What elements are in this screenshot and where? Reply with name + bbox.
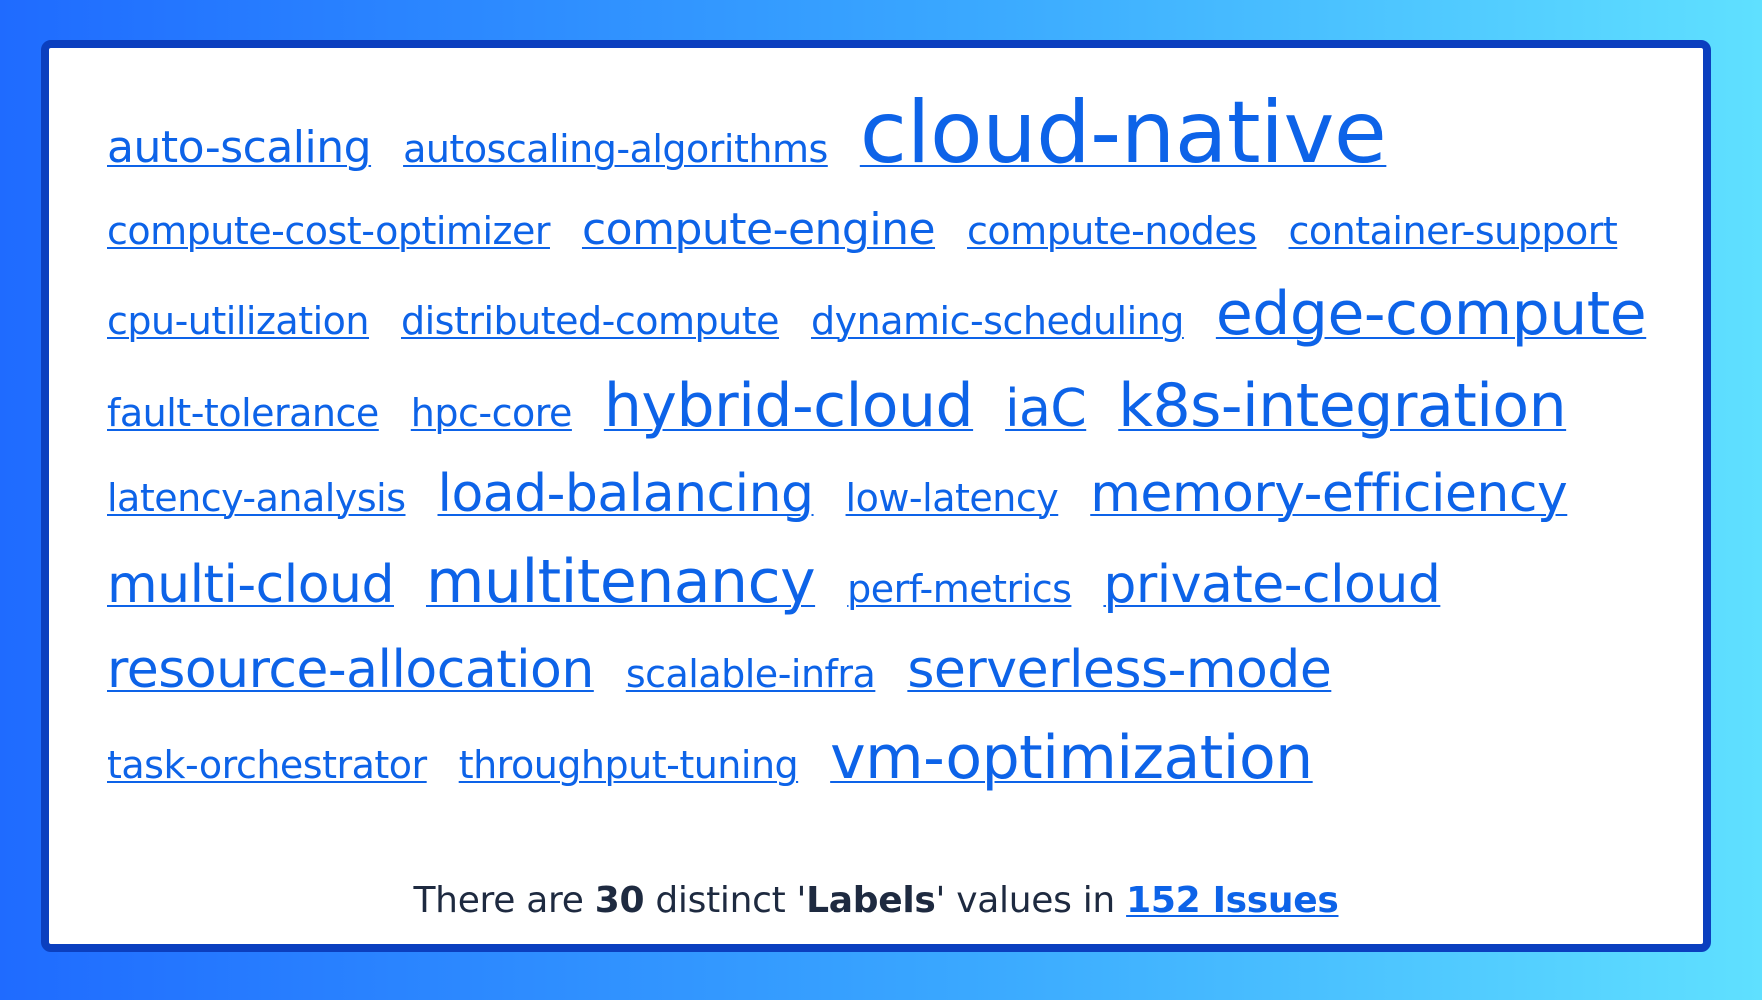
tag-link[interactable]: compute-engine	[581, 204, 936, 255]
tag-link[interactable]: distributed-compute	[401, 299, 780, 343]
summary-middle: distinct '	[644, 880, 807, 921]
summary-text: There are 30 distinct 'Labels' values in…	[49, 880, 1703, 921]
field-name: Labels	[806, 880, 936, 921]
tag-link[interactable]: auto-scaling	[107, 122, 372, 173]
tag-link[interactable]: scalable-infra	[625, 652, 876, 696]
tag-link[interactable]: private-cloud	[1103, 555, 1441, 615]
tag-link[interactable]: hpc-core	[410, 391, 573, 435]
tag-link[interactable]: multi-cloud	[107, 555, 394, 615]
tag-link[interactable]: throughput-tuning	[458, 743, 799, 787]
tag-cloud: auto-scaling autoscaling-algorithms clou…	[107, 74, 1667, 804]
tag-link[interactable]: perf-metrics	[847, 567, 1072, 611]
tag-cloud-card: auto-scaling autoscaling-algorithms clou…	[41, 40, 1711, 952]
tag-link[interactable]: latency-analysis	[107, 476, 406, 520]
tag-link[interactable]: vm-optimization	[830, 723, 1313, 793]
tag-link[interactable]: compute-nodes	[967, 209, 1257, 253]
tag-link[interactable]: cpu-utilization	[107, 299, 370, 343]
issues-link[interactable]: 152 Issues	[1126, 880, 1339, 921]
tag-link[interactable]: task-orchestrator	[107, 743, 427, 787]
tag-link[interactable]: edge-compute	[1215, 279, 1647, 349]
tag-link[interactable]: compute-cost-optimizer	[107, 209, 550, 253]
tag-link[interactable]: hybrid-cloud	[603, 371, 974, 441]
tag-link[interactable]: resource-allocation	[107, 640, 594, 700]
distinct-count: 30	[594, 880, 645, 921]
tag-link[interactable]: iaC	[1005, 379, 1087, 439]
tag-link[interactable]: dynamic-scheduling	[811, 299, 1184, 343]
summary-prefix: There are	[413, 880, 595, 921]
tag-link[interactable]: memory-efficiency	[1090, 464, 1568, 524]
tag-link[interactable]: container-support	[1288, 209, 1618, 253]
summary-middle-2: ' values in	[935, 880, 1127, 921]
tag-link[interactable]: multitenancy	[425, 547, 816, 617]
tag-link[interactable]: low-latency	[845, 476, 1059, 520]
tag-link[interactable]: cloud-native	[859, 83, 1387, 183]
tag-link[interactable]: serverless-mode	[907, 640, 1332, 700]
tag-link[interactable]: load-balancing	[437, 464, 815, 524]
tag-link[interactable]: k8s-integration	[1118, 371, 1567, 441]
tag-link[interactable]: autoscaling-algorithms	[403, 127, 828, 171]
tag-link[interactable]: fault-tolerance	[107, 391, 379, 435]
